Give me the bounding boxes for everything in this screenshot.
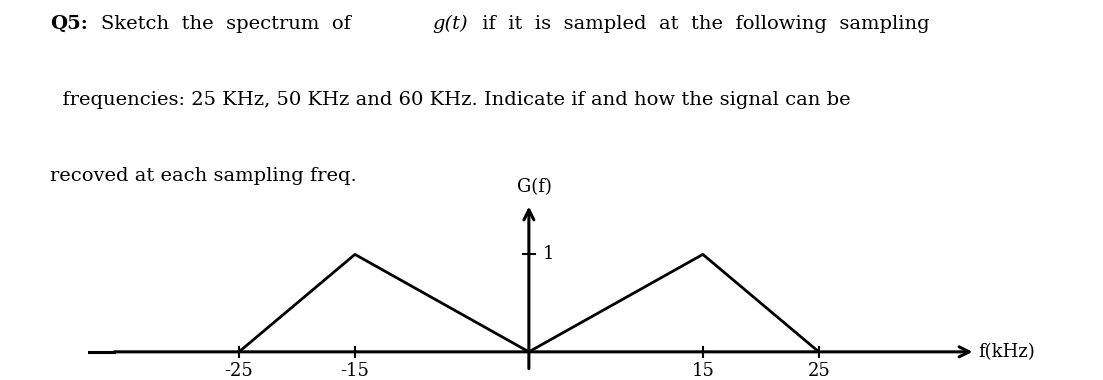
Text: Sketch  the  spectrum  of: Sketch the spectrum of	[101, 15, 357, 33]
Text: Q5:: Q5:	[50, 15, 87, 33]
Text: recoved at each sampling freq.: recoved at each sampling freq.	[50, 167, 356, 185]
Text: 25: 25	[807, 362, 831, 380]
Text: f(kHz): f(kHz)	[978, 343, 1036, 361]
Text: 1: 1	[543, 245, 555, 263]
Text: G(f): G(f)	[517, 178, 553, 196]
Text: g(t): g(t)	[432, 15, 468, 33]
Text: -25: -25	[225, 362, 254, 380]
Text: 15: 15	[692, 362, 715, 380]
Text: frequencies: 25 KHz, 50 KHz and 60 KHz. Indicate if and how the signal can be: frequencies: 25 KHz, 50 KHz and 60 KHz. …	[50, 91, 850, 109]
Text: -15: -15	[341, 362, 370, 380]
Text: if  it  is  sampled  at  the  following  sampling: if it is sampled at the following sampli…	[476, 15, 930, 33]
